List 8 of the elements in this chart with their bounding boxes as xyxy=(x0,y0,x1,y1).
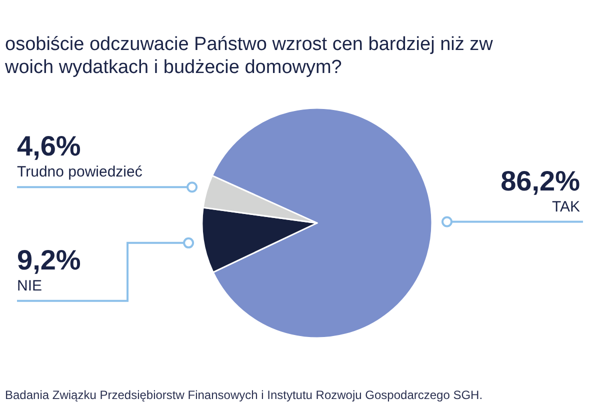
slice-label: TAK xyxy=(552,198,580,216)
chart-title: osobiście odczuwacie Państwo wzrost cen bardziej niż zw woich wydatkach i budżecie domowym? xyxy=(4,34,494,78)
text: Badania Związku Przedsiębiorstw Finansowych i Instytutu Rozwoju Gospodarczego SGH. xyxy=(5,388,483,402)
data-label: 9,2% xyxy=(17,244,81,276)
slice-label: Trudno powiedzieć xyxy=(17,164,143,181)
data-label: 86,2% xyxy=(500,165,580,196)
slice-label: NIE xyxy=(17,277,42,294)
data-label: 4,6% xyxy=(17,130,81,162)
